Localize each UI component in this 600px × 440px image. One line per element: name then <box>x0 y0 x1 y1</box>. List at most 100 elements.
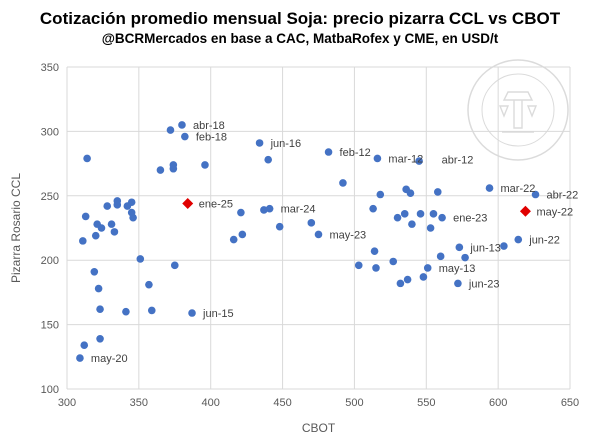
data-point <box>454 279 462 288</box>
data-point <box>485 184 494 192</box>
data-point <box>415 157 423 165</box>
data-point <box>393 213 402 222</box>
data-point <box>438 213 446 222</box>
seal-inner-ring <box>481 73 555 147</box>
data-point <box>129 213 137 222</box>
data-point <box>238 230 247 239</box>
data-point <box>264 155 273 164</box>
data-point <box>76 354 84 362</box>
data-point <box>81 212 90 221</box>
data-point <box>376 190 385 199</box>
data-point <box>461 253 469 262</box>
data-point <box>433 188 442 196</box>
data-point <box>514 235 523 244</box>
point-annotation: may-22 <box>536 206 573 218</box>
point-annotation: jun-15 <box>202 308 234 320</box>
point-annotation: mar-24 <box>281 204 316 216</box>
data-point <box>145 280 153 289</box>
data-point <box>400 210 409 218</box>
x-tick-label: 450 <box>273 397 291 409</box>
data-point <box>122 307 130 316</box>
data-point <box>113 201 122 209</box>
y-tick-label: 350 <box>41 62 59 74</box>
data-point <box>275 222 284 231</box>
data-point <box>107 220 116 228</box>
chart-title: Cotización promedio mensual Soja: precio… <box>39 9 561 28</box>
x-tick-label: 600 <box>489 397 507 409</box>
data-point <box>403 275 412 284</box>
data-point <box>408 220 416 228</box>
data-point <box>201 161 209 169</box>
data-point <box>339 179 347 187</box>
data-point <box>426 224 435 232</box>
point-annotation: jun-22 <box>528 235 560 247</box>
point-annotation: may-20 <box>91 353 128 365</box>
data-point <box>436 252 445 261</box>
point-annotation: abr-12 <box>442 155 474 167</box>
data-point <box>324 148 333 156</box>
y-axis-label: Pizarra Rosario CCL <box>9 173 23 283</box>
point-annotation: ene-23 <box>453 213 487 225</box>
highlight-data-point <box>519 205 531 217</box>
data-point <box>181 132 189 141</box>
data-point <box>136 255 145 263</box>
data-point <box>406 189 415 198</box>
data-point <box>260 206 268 214</box>
data-point <box>372 264 380 272</box>
data-point <box>156 166 165 174</box>
x-tick-label: 650 <box>561 397 579 409</box>
point-annotation: mar-12 <box>388 153 423 165</box>
data-point <box>80 341 89 350</box>
data-point <box>96 334 104 343</box>
data-point <box>103 202 112 210</box>
point-annotation: jun-16 <box>270 138 302 150</box>
point-annotation: mar-22 <box>501 183 536 195</box>
data-point <box>169 164 178 173</box>
data-point <box>170 261 179 270</box>
x-tick-label: 550 <box>417 397 435 409</box>
data-point <box>97 224 106 232</box>
x-tick-label: 500 <box>345 397 363 409</box>
x-tick-label: 350 <box>130 397 148 409</box>
data-point <box>79 237 87 245</box>
y-tick-label: 250 <box>41 191 59 203</box>
y-tick-label: 100 <box>41 384 59 396</box>
data-point <box>90 267 99 276</box>
x-tick-label: 400 <box>202 397 220 409</box>
data-point <box>237 208 245 217</box>
data-point <box>110 228 119 236</box>
data-point <box>91 231 100 240</box>
watermark-seal-logo <box>467 59 569 161</box>
y-tick-label: 300 <box>41 126 59 138</box>
data-point <box>188 309 196 317</box>
data-point <box>419 273 428 281</box>
point-annotation: may-13 <box>439 263 476 275</box>
point-annotation: jun-23 <box>468 278 500 290</box>
data-point <box>373 154 382 163</box>
seal-outer-ring <box>467 59 569 161</box>
point-annotation: abr-22 <box>547 190 579 202</box>
data-point <box>455 243 464 252</box>
data-point <box>265 204 274 213</box>
point-annotation: abr-18 <box>193 120 225 132</box>
data-point <box>369 204 377 213</box>
data-point <box>127 198 136 207</box>
data-point <box>370 247 379 255</box>
highlight-data-point <box>182 198 194 210</box>
x-axis-label: CBOT <box>302 421 336 435</box>
data-point <box>83 154 91 163</box>
data-point <box>314 230 323 239</box>
data-point <box>531 190 540 199</box>
y-tick-label: 200 <box>41 255 59 267</box>
point-annotation: may-23 <box>330 229 367 241</box>
data-point <box>229 235 238 244</box>
data-point <box>416 210 425 218</box>
data-point <box>255 139 264 147</box>
data-point <box>166 126 175 134</box>
seal-emblem <box>498 91 538 133</box>
data-point <box>94 284 103 293</box>
data-point <box>96 305 104 313</box>
data-point <box>178 121 186 129</box>
point-annotation: ene-25 <box>199 199 233 211</box>
